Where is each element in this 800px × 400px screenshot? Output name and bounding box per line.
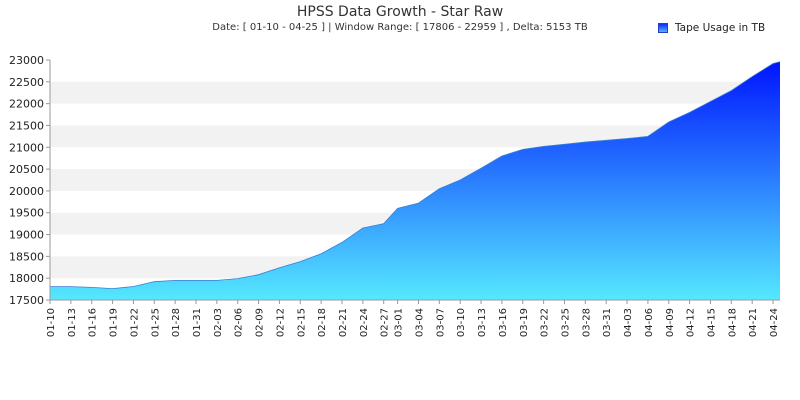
x-tick-label: 04-15 [706, 308, 717, 337]
series-area-tape-usage [50, 61, 780, 300]
x-tick-label: 03-19 [519, 308, 530, 337]
x-tick-label: 03-13 [477, 308, 488, 337]
y-tick-label: 18000 [9, 272, 44, 285]
x-tick-label: 04-24 [769, 308, 780, 337]
x-tick-label: 03-01 [394, 308, 405, 337]
x-tick-label: 02-27 [380, 308, 391, 337]
x-tick-label: 04-03 [623, 308, 634, 337]
x-tick-label: 03-28 [581, 308, 592, 337]
y-tick-label: 19000 [9, 229, 44, 242]
y-tick-label: 22000 [9, 98, 44, 111]
x-tick-label: 04-12 [686, 308, 697, 337]
x-tick-label: 02-09 [255, 308, 266, 337]
chart-subtitle: Date: [ 01-10 - 04-25 ] | Window Range: … [0, 22, 800, 33]
x-tick-label: 02-18 [317, 308, 328, 337]
y-tick-label: 23000 [9, 54, 44, 67]
y-tick-label: 17500 [9, 294, 44, 307]
x-tick-label: 03-16 [498, 308, 509, 337]
x-axis-ticks: 01-10 01-13 01-16 01-19 01-22 01-25 01-28 01-31… [46, 300, 780, 337]
x-tick-label: 01-19 [109, 308, 120, 337]
x-tick-label: 02-24 [359, 308, 370, 337]
y-tick-label: 22500 [9, 76, 44, 89]
x-tick-label: 04-21 [748, 308, 759, 337]
x-tick-label: 01-10 [46, 308, 57, 337]
x-tick-label: 03-04 [414, 308, 425, 337]
y-axis-ticks: 17500 18000 18500 19000 19500 20000 20500 21000… [9, 54, 50, 307]
x-tick-label: 02-12 [275, 308, 286, 337]
axes [49, 60, 780, 301]
x-tick-label: 01-31 [192, 308, 203, 337]
x-tick-label: 01-22 [129, 308, 140, 337]
x-tick-label: 02-15 [296, 308, 307, 337]
series-line-tape-usage [50, 61, 781, 290]
x-tick-label: 03-22 [540, 308, 551, 337]
x-tick-label: 04-09 [665, 308, 676, 337]
y-tick-label: 21500 [9, 119, 44, 132]
x-tick-label: 03-31 [602, 308, 613, 337]
x-tick-label: 02-06 [234, 308, 245, 337]
x-tick-label: 03-07 [435, 308, 446, 337]
y-tick-label: 20500 [9, 163, 44, 176]
x-tick-label: 01-25 [150, 308, 161, 337]
grid-band [50, 81, 780, 104]
legend-swatch-icon [658, 23, 668, 33]
x-tick-label: 03-10 [456, 308, 467, 337]
legend: Tape Usage in TB [658, 22, 765, 34]
x-tick-label: 02-21 [338, 308, 349, 337]
area-layer [50, 61, 781, 300]
x-tick-label: 02-03 [213, 308, 224, 337]
legend-label: Tape Usage in TB [675, 22, 766, 34]
x-tick-label: 04-18 [727, 308, 738, 337]
x-tick-label: 03-25 [560, 308, 571, 337]
y-tick-label: 20000 [9, 185, 44, 198]
subtitle-text: Date: [ 01-10 - 04-25 ] | Window Range: … [212, 22, 588, 33]
y-tick-label: 18500 [9, 250, 44, 263]
y-tick-label: 19500 [9, 207, 44, 220]
x-tick-label: 01-16 [88, 308, 99, 337]
x-tick-label: 04-06 [644, 308, 655, 337]
chart-title: HPSS Data Growth - Star Raw [296, 4, 504, 20]
x-tick-label: 01-28 [171, 308, 182, 337]
y-tick-label: 21000 [9, 141, 44, 154]
x-tick-label: 01-13 [67, 308, 78, 337]
